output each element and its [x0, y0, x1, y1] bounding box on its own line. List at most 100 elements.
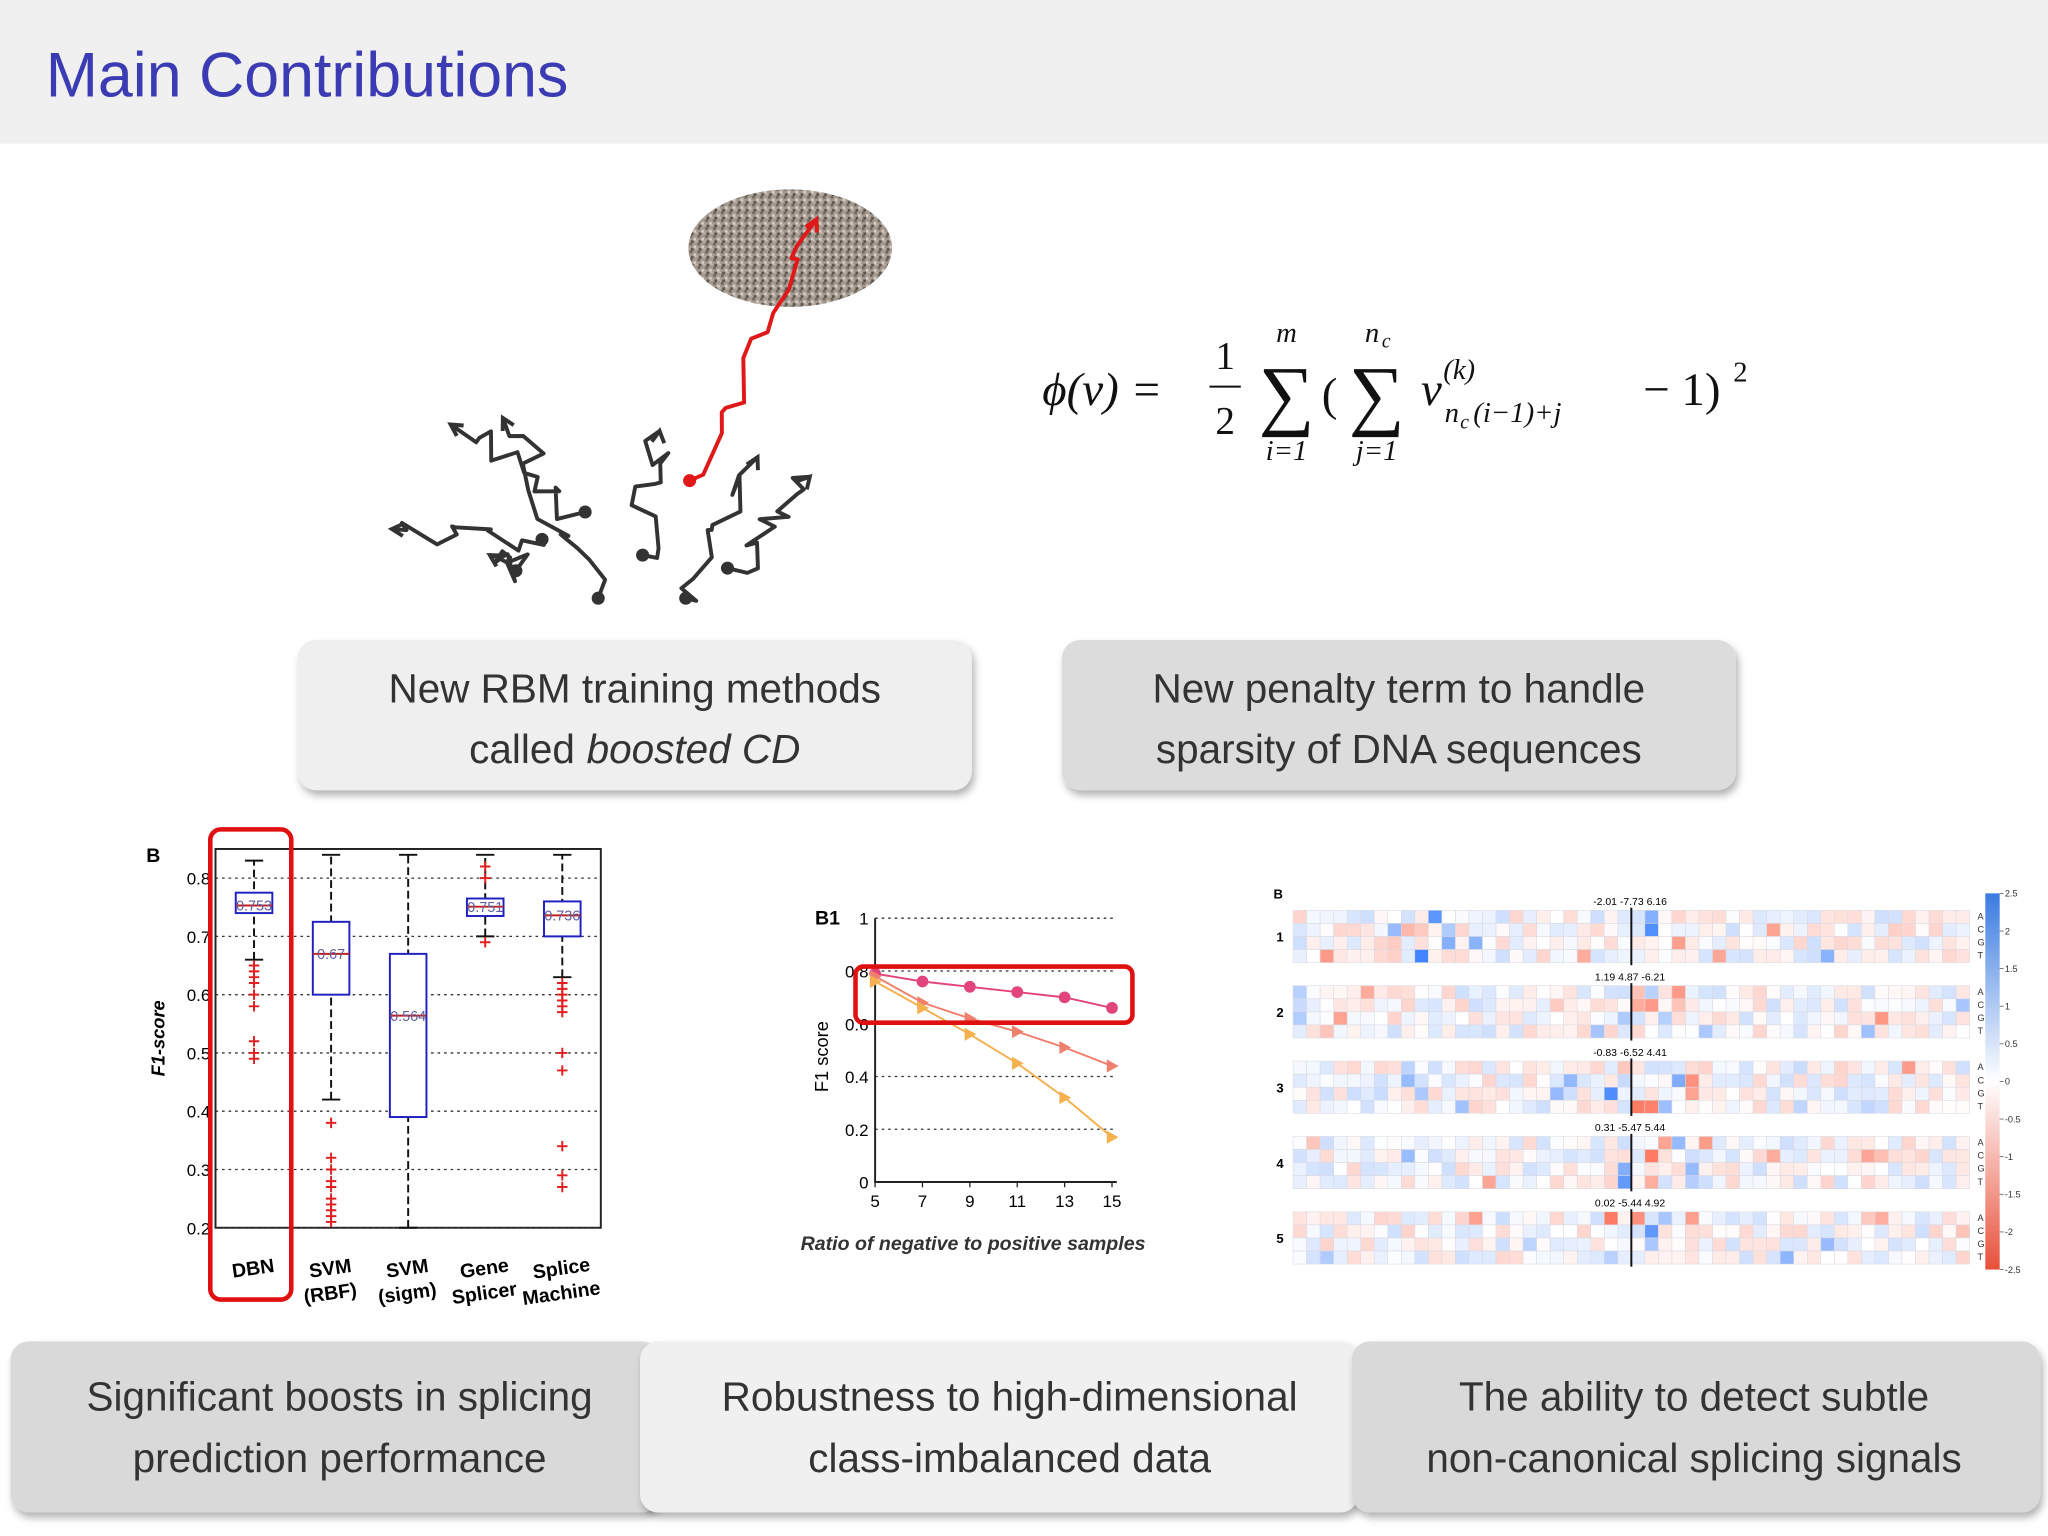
heat-cell — [1955, 949, 1970, 963]
heat-cell — [1401, 1024, 1416, 1039]
heat-cell — [1455, 1224, 1470, 1239]
heat-cell — [1333, 1211, 1348, 1226]
heat-cell — [1576, 1237, 1592, 1252]
heat-cell — [1333, 923, 1348, 937]
heat-cell — [1698, 1250, 1713, 1265]
heat-cell — [1725, 1073, 1740, 1088]
caption-line: Robustness to high-dimensional — [722, 1374, 1298, 1420]
heat-cell — [1468, 985, 1483, 1000]
heat-cell — [1779, 1250, 1794, 1265]
heat-cell — [1292, 910, 1307, 924]
heat-cell — [1360, 1100, 1375, 1114]
heat-cell — [1685, 1100, 1700, 1114]
heat-cell — [1861, 1086, 1876, 1101]
colorbar-tick-label: -0.5 — [2005, 1114, 2021, 1124]
heat-cell — [1955, 1073, 1970, 1088]
heat-cell — [1522, 1100, 1537, 1114]
heat-cell — [1576, 1011, 1592, 1026]
heat-cell — [1739, 985, 1754, 1000]
heat-cell — [1292, 923, 1307, 937]
colorbar-tick-label: -1.5 — [2005, 1190, 2021, 1200]
heat-cell — [1387, 1060, 1402, 1075]
heat-cell — [1563, 1024, 1578, 1039]
heat-cell — [1766, 1136, 1781, 1150]
heat-cell — [1685, 1211, 1700, 1226]
heat-cell — [1468, 1175, 1483, 1189]
heat-cell — [1766, 1086, 1781, 1101]
heat-cell — [1333, 1073, 1348, 1088]
heat-cell — [1928, 1100, 1943, 1114]
heat-cell — [1414, 1100, 1429, 1114]
formula-lhs: ϕ(v) = — [1042, 364, 1162, 416]
heat-cell — [1874, 1224, 1889, 1239]
walk-start — [720, 561, 735, 575]
heat-cell — [1725, 923, 1740, 937]
heat-cell — [1441, 1086, 1456, 1101]
heat-cell — [1536, 910, 1551, 924]
heat-cell — [1306, 1060, 1321, 1075]
x-tick-label: 7 — [918, 1192, 927, 1211]
base-label: T — [1977, 951, 1983, 961]
heat-cell — [1387, 1011, 1402, 1026]
heat-cell — [1766, 998, 1781, 1013]
y-tick-label: 0 — [859, 1174, 868, 1193]
heat-cell — [1631, 1211, 1646, 1226]
heat-cell — [1766, 1237, 1781, 1252]
heat-cell — [1793, 1211, 1808, 1226]
walk-start — [509, 564, 523, 578]
heat-cell — [1576, 1250, 1592, 1265]
x-tick-label: (sigm) — [377, 1279, 438, 1309]
heat-cell — [1752, 1162, 1767, 1176]
heat-cell — [1739, 923, 1754, 937]
heat-cell — [1806, 1162, 1822, 1176]
heat-cell — [1712, 1211, 1727, 1226]
walk-path — [629, 429, 671, 560]
heat-cell — [1617, 1060, 1632, 1075]
heat-cell — [1793, 985, 1808, 1000]
heat-cell — [1942, 910, 1957, 924]
base-label: C — [1977, 1000, 1984, 1010]
walk-path — [727, 474, 810, 575]
heat-cell — [1955, 1175, 1970, 1189]
heat-cell — [1712, 1162, 1727, 1176]
walk-start — [636, 548, 650, 562]
heat-cell — [1509, 1136, 1524, 1150]
heat-cell — [1847, 1073, 1862, 1088]
heat-cell — [1779, 1224, 1794, 1239]
heat-cell — [1874, 1073, 1889, 1088]
heat-cell — [1387, 998, 1402, 1013]
heat-cell — [1536, 1100, 1551, 1114]
heat-cell — [1576, 1136, 1592, 1150]
heat-cell — [1712, 936, 1727, 950]
heat-cell — [1698, 949, 1713, 963]
heat-cell — [1739, 1211, 1754, 1226]
heat-cell — [1712, 923, 1727, 937]
row-label: 4 — [1276, 1156, 1284, 1171]
heat-cell — [1847, 936, 1862, 950]
heat-cell — [1861, 923, 1876, 937]
heat-cell — [1806, 1175, 1822, 1189]
heat-cell — [1644, 1060, 1659, 1075]
caption-line: called boosted CD — [469, 726, 800, 772]
heat-cell — [1306, 1149, 1321, 1163]
walk-path — [489, 549, 530, 584]
heat-cell — [1428, 949, 1443, 963]
caption-penalty: New penalty term to handle sparsity of D… — [1061, 640, 1736, 791]
heat-cell — [1373, 949, 1389, 963]
heat-cell — [1401, 1060, 1416, 1075]
heat-cell — [1414, 936, 1429, 950]
heat-cell — [1468, 1149, 1483, 1163]
heat-cell — [1319, 1136, 1334, 1150]
heat-cell — [1888, 1136, 1903, 1150]
heat-cell — [1563, 1100, 1578, 1114]
heat-cell — [1373, 985, 1389, 1000]
heat-cell — [1888, 923, 1903, 937]
heat-cell — [1306, 923, 1321, 937]
heat-cell — [1495, 1100, 1510, 1114]
heat-cell — [1360, 1211, 1375, 1226]
heat-cell — [1793, 936, 1808, 950]
point — [1058, 991, 1071, 1004]
heat-cell — [1346, 998, 1361, 1013]
heat-cell — [1834, 1024, 1849, 1039]
outlier — [325, 1181, 337, 1193]
